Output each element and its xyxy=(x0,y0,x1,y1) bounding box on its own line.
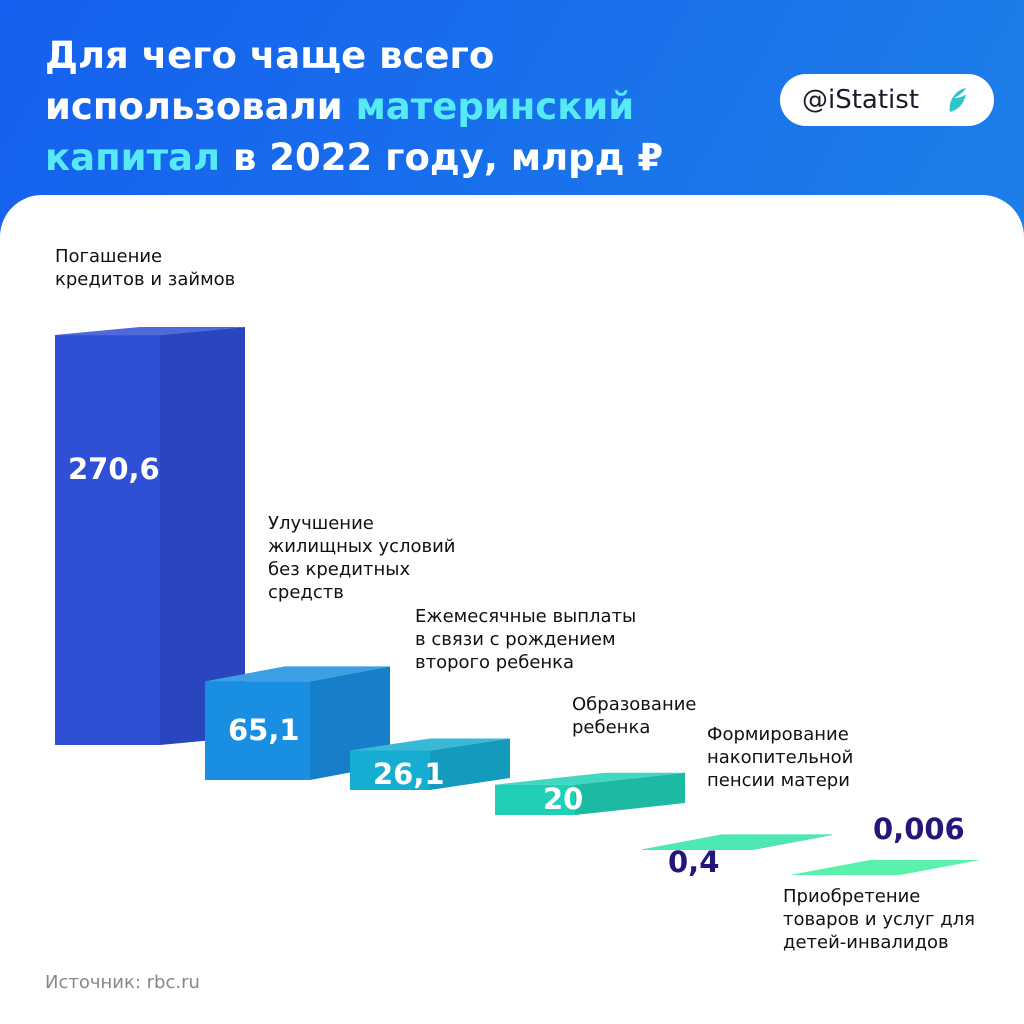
bar-side xyxy=(575,772,685,815)
title-highlight: капитал xyxy=(45,136,221,179)
bar-top xyxy=(205,666,390,682)
bar-side xyxy=(430,738,510,790)
brand: @iStatist xyxy=(802,85,920,115)
bar-top xyxy=(642,834,832,850)
bar-top-light xyxy=(790,859,980,875)
category-label: Формирование накопительной пенсии матери xyxy=(707,724,854,791)
bar-top-light xyxy=(642,834,832,850)
brand-logo xyxy=(949,88,966,112)
bar-side xyxy=(160,327,245,745)
category-label: Образование ребенка xyxy=(572,694,697,738)
bar-side-shade xyxy=(575,772,685,815)
value-label: 20 xyxy=(543,782,584,816)
bar-top xyxy=(790,859,980,875)
title: Для чего чаще всего использовали материн… xyxy=(45,30,663,183)
title-part: в 2022 году, млрд ₽ xyxy=(232,136,664,179)
title-part: Для чего чаще всего xyxy=(45,34,495,77)
bar-top-light xyxy=(350,738,510,751)
bar-side-shade xyxy=(430,738,510,790)
bar-side-shade xyxy=(752,834,832,850)
title-highlight: материнский xyxy=(355,85,635,128)
source: Источник: rbc.ru xyxy=(45,972,200,993)
title-part: использовали xyxy=(45,85,343,128)
bar-top xyxy=(350,738,510,751)
bar-side xyxy=(900,859,980,875)
brand-badge: @iStatist xyxy=(780,74,994,126)
bar-front xyxy=(55,335,160,745)
bar-front xyxy=(205,681,310,780)
value-label: 270,6 xyxy=(68,452,160,486)
bar-front xyxy=(495,784,575,815)
bar-side-shade xyxy=(900,859,980,875)
category-label: Улучшение жилищных условий без кредитных… xyxy=(268,513,456,603)
value-label: 0,4 xyxy=(668,845,720,879)
bar-top xyxy=(495,772,685,785)
bar-front xyxy=(350,750,430,790)
bar-top-light xyxy=(55,327,245,336)
bar-top-light xyxy=(205,666,390,682)
value-label: 26,1 xyxy=(373,757,445,791)
value-label: 0,006 xyxy=(873,812,965,846)
category-label: Погашение кредитов и займов xyxy=(55,246,236,290)
category-label: Приобретение товаров и услуг для детей-и… xyxy=(783,886,975,953)
bar-side-shade xyxy=(160,327,245,745)
category-label: Ежемесячные выплаты в связи с рождением … xyxy=(415,606,637,673)
bar-side xyxy=(752,834,832,850)
bar-top-light xyxy=(495,772,685,785)
bar-front xyxy=(642,849,752,850)
bar-top xyxy=(55,327,245,336)
value-label: 65,1 xyxy=(228,713,300,747)
